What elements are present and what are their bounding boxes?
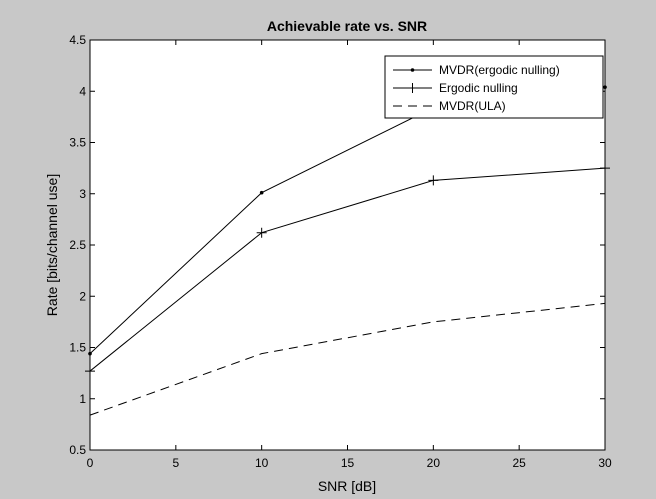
x-tick-label: 0: [87, 456, 94, 470]
legend-item: MVDR(ULA): [393, 99, 506, 113]
x-tick-label: 30: [598, 456, 612, 470]
y-tick-label: 3: [79, 187, 86, 201]
y-tick-label: 4.5: [69, 33, 86, 47]
y-tick-label: 3.5: [69, 136, 86, 150]
data-point-plus: [407, 83, 418, 93]
legend-label: Ergodic nulling: [439, 81, 518, 95]
x-tick-label: 5: [172, 456, 179, 470]
data-point-dot: [410, 68, 415, 72]
x-tick-label: 10: [255, 456, 269, 470]
y-tick-label: 2.5: [69, 238, 86, 252]
data-point-plus: [428, 175, 439, 186]
y-tick-label: 2: [79, 289, 86, 303]
x-axis-label: SNR [dB]: [318, 478, 376, 494]
y-axis-label: Rate [bits/channel use]: [44, 174, 60, 316]
x-tick-label: 20: [427, 456, 441, 470]
series-line: [89, 167, 606, 372]
series-line: [89, 302, 606, 416]
chart-title: Achievable rate vs. SNR: [267, 18, 427, 34]
data-point-plus: [256, 227, 267, 238]
legend-box: [384, 55, 604, 119]
legend-item: Ergodic nulling: [393, 81, 518, 95]
legend-item: MVDR(ergodic nulling): [393, 63, 560, 77]
legend: MVDR(ergodic nulling) Ergodic nulling MVDR…: [384, 55, 604, 119]
y-tick-label: 4: [79, 84, 86, 98]
legend-label: MVDR(ergodic nulling): [439, 63, 560, 77]
data-point-dot: [259, 190, 264, 195]
legend-label: MVDR(ULA): [439, 99, 506, 113]
y-tick-label: 0.5: [69, 443, 86, 457]
series-2: [89, 302, 606, 416]
x-tick-label: 25: [512, 456, 526, 470]
y-tick-label: 1: [79, 392, 86, 406]
ticks: 0 5 10 15 20 25 30 0.5 1 1.5 2 2.5 3 3.5 4 4.5: [69, 33, 612, 470]
axes-frame: [89, 39, 606, 451]
x-tick-label: 15: [341, 456, 355, 470]
y-tick-label: 1.5: [69, 341, 86, 355]
